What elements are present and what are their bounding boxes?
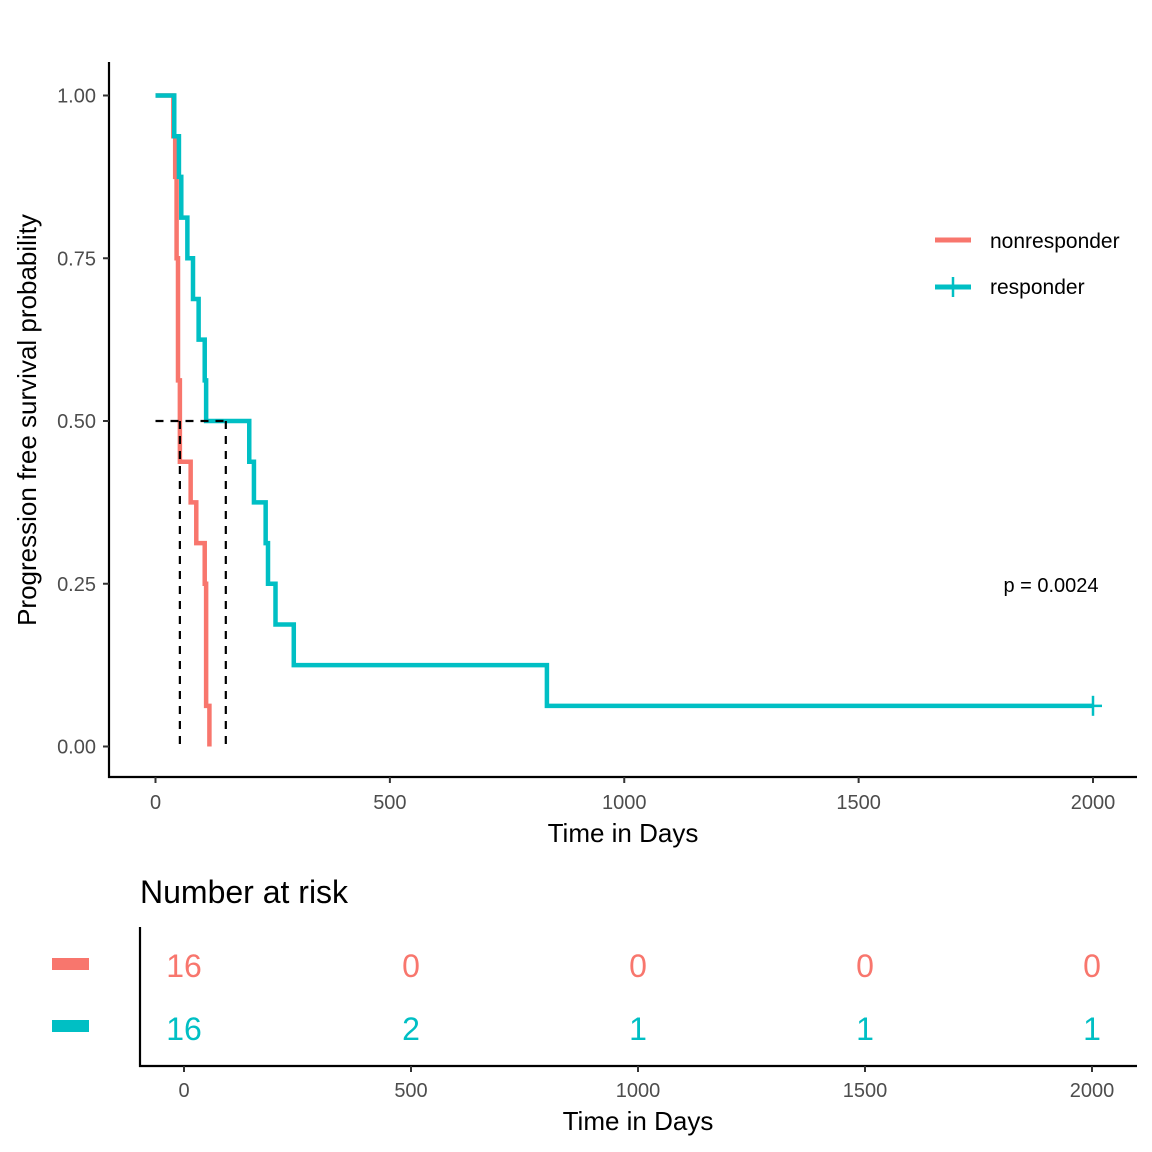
y-tick-label: 0.00 [57,737,96,759]
risk-value-responder: 2 [402,1011,420,1047]
y-axis-ticks: 0.00 0.25 0.50 0.75 1.00 [57,86,109,759]
risk-value-responder: 1 [856,1011,874,1047]
y-tick-label: 1.00 [57,86,96,108]
x-tick-label: 0 [150,792,161,814]
number-at-risk-table: Number at risk 16 0 0 0 0 16 2 1 1 1 0 500 1000 1500… [52,874,1137,1136]
risk-value-nonresponder: 16 [166,948,202,984]
y-tick-label: 0.25 [57,574,96,596]
survival-plot: 0.00 0.25 0.50 0.75 1.00 0 500 1000 1500 2000 Ti… [12,62,1137,848]
legend: nonresponder responder [935,230,1120,299]
x-tick-label: 500 [373,792,406,814]
risk-row-key-responder [52,1020,89,1032]
x-tick-label: 1000 [602,792,647,814]
risk-value-nonresponder: 0 [402,948,420,984]
y-tick-label: 0.75 [57,248,96,270]
risk-table-values: 16 0 0 0 0 16 2 1 1 1 [166,948,1101,1047]
risk-table-title: Number at risk [140,874,349,910]
x-tick-label: 2000 [1071,792,1116,814]
risk-value-responder: 1 [1083,1011,1101,1047]
risk-x-tick-label: 2000 [1070,1080,1115,1102]
risk-value-nonresponder: 0 [1083,948,1101,984]
risk-x-axis-title: Time in Days [563,1106,714,1136]
survival-curves [155,93,1102,747]
y-axis-title: Progression free survival probability [12,214,42,626]
p-value-annotation: p = 0.0024 [1003,575,1098,597]
survival-curve-responder [155,93,1093,709]
x-axis-title: Time in Days [548,818,699,848]
risk-x-tick-label: 1500 [843,1080,888,1102]
x-tick-label: 1500 [836,792,881,814]
risk-value-nonresponder: 0 [629,948,647,984]
risk-value-responder: 16 [166,1011,202,1047]
risk-x-tick-label: 500 [394,1080,427,1102]
legend-label-responder: responder [990,276,1085,299]
risk-row-key-nonresponder [52,958,89,970]
risk-value-nonresponder: 0 [856,948,874,984]
median-survival-lines [155,419,227,747]
risk-x-tick-label: 1000 [616,1080,661,1102]
survival-curve-nonresponder [155,93,212,747]
risk-x-tick-label: 0 [178,1080,189,1102]
risk-value-responder: 1 [629,1011,647,1047]
x-axis-ticks: 0 500 1000 1500 2000 [150,777,1115,814]
y-tick-label: 0.50 [57,411,96,433]
risk-x-axis-ticks: 0 500 1000 1500 2000 [178,1066,1114,1102]
legend-label-nonresponder: nonresponder [990,230,1120,253]
